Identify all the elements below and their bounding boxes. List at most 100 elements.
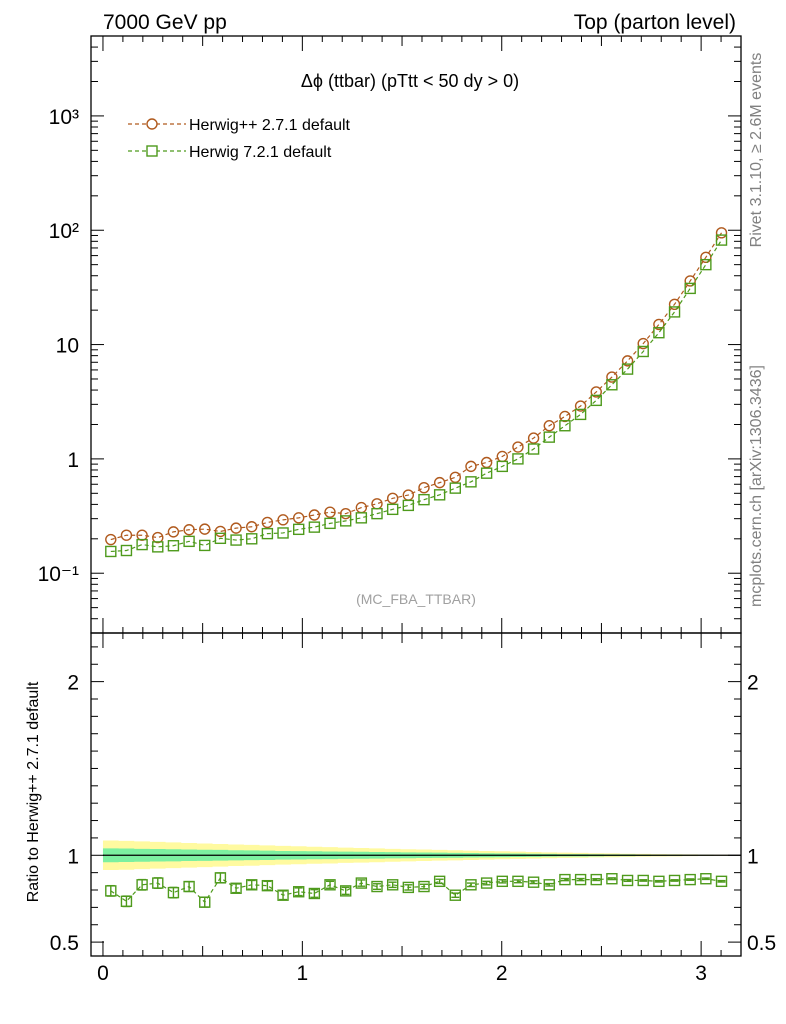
series-point-herwigpp [371,498,383,510]
header-right-label: Top (parton level) [574,11,736,34]
series-point-herwig7 [355,512,368,524]
series-point-herwig7 [308,521,321,533]
series-point-herwigpp [386,492,399,505]
ratio-point [308,887,321,900]
ratio-point [449,889,461,901]
ratio-y-tick-label: 2 [67,672,79,695]
ratio-axis-ticks: 0.5 0.5 1 1 2 2 0 1 2 3 [50,633,776,985]
series-point-herwig7 [668,306,681,318]
y-tick-label: 10 [56,335,79,358]
ratio-point [559,873,571,886]
ratio-point [700,873,712,885]
series-point-herwigpp [621,355,634,367]
series-point-herwig7 [183,535,195,548]
series-point-herwigpp [418,481,430,494]
ratio-point [324,879,336,891]
series-point-herwig7 [277,527,289,539]
x-tick-label: 1 [297,962,309,985]
mcplots-citation-label: mcplots.cern.ch [arXiv:1306.3436] [748,365,765,607]
x-tick-label: 2 [496,962,508,985]
ratio-point [574,873,587,886]
series-point-herwig7 [433,489,446,501]
ratio-y-tick-label-right: 2 [747,672,759,695]
legend-label: Herwig 7.2.1 default [189,144,332,161]
ratio-point [418,880,430,893]
ratio-point [261,879,274,892]
legend-marker [146,145,158,157]
ratio-point [621,874,634,887]
series-point-herwig7 [402,499,415,512]
series-point-herwigpp [230,522,242,534]
series-point-herwig7 [700,258,712,271]
rivet-version-label: Rivet 3.1.10, ≥ 2.6M events [748,53,765,248]
series-line-1 [110,239,723,553]
series-point-herwig7 [386,503,399,516]
ratio-point [136,879,148,891]
legend: Herwig++ 2.7.1 default Herwig 7.2.1 defau… [128,117,351,161]
ratio-point [465,879,477,891]
header-left-label: 7000 GeV pp [103,11,227,34]
series-point-herwig7 [606,379,618,391]
x-tick-label: 0 [97,962,109,985]
series-point-herwigpp [480,456,493,469]
ratio-point [590,873,602,886]
series-point-herwig7 [105,545,117,558]
series-point-herwig7 [199,539,211,552]
series-point-herwigpp [559,410,571,423]
ratio-point [606,873,618,885]
series-point-herwigpp [324,506,336,518]
ratio-point [402,881,415,894]
series-point-herwig7 [293,523,305,536]
series-point-herwigpp [574,400,587,412]
series-point-herwigpp [527,432,540,444]
ratio-point [355,877,368,889]
series-point-herwig7 [136,538,148,551]
series-point-herwigpp [105,533,117,546]
series-point-herwigpp [653,318,665,331]
series-point-herwig7 [621,363,634,375]
series-point-herwig7 [715,234,728,246]
series-point-herwig7 [371,507,383,520]
series-point-herwigpp [183,524,195,536]
ratio-point [715,875,728,888]
main-plot-title: Δϕ (ttbar) (pTtt < 50 dy > 0) [301,71,519,91]
ratio-point [105,885,117,897]
ratio-point [199,896,211,908]
series-point-herwigpp [637,337,649,350]
series-point-herwigpp [339,507,352,520]
ratio-y-axis-label: Ratio to Herwig++ 2.7.1 default [25,681,42,902]
ratio-point [246,879,258,891]
series-point-herwigpp [465,460,477,473]
series-point-herwigpp [684,275,696,287]
series-point-herwig7 [214,532,227,545]
ratio-y-tick-label: 1 [67,845,79,868]
ratio-y-tick-label-right: 0.5 [747,932,776,955]
ratio-point [214,872,227,884]
ratio-point [543,879,555,891]
series-line-0 [110,232,723,541]
series-point-herwig7 [418,493,430,506]
ratio-point [183,880,195,893]
series-point-herwigpp [700,251,712,263]
ratio-point [480,877,493,889]
series-point-herwig7 [120,544,133,557]
ratio-plot-frame [90,632,742,957]
series-point-herwigpp [668,298,681,311]
analysis-watermark: (MC_FBA_TTBAR) [356,591,476,607]
series-point-herwig7 [574,408,587,421]
ratio-series-layer [105,872,728,908]
ratio-point [293,886,305,898]
series-point-herwig7 [449,482,461,494]
ratio-point [277,889,289,901]
series-point-herwigpp [543,420,555,432]
ratio-point [152,877,164,889]
series-point-herwig7 [465,476,477,488]
ratio-point [371,880,383,893]
ratio-point [668,874,681,887]
series-point-herwig7 [324,517,336,530]
ratio-point [167,886,180,899]
x-tick-label: 3 [695,962,707,985]
series-point-herwig7 [543,431,555,443]
series-point-herwigpp [512,441,524,453]
